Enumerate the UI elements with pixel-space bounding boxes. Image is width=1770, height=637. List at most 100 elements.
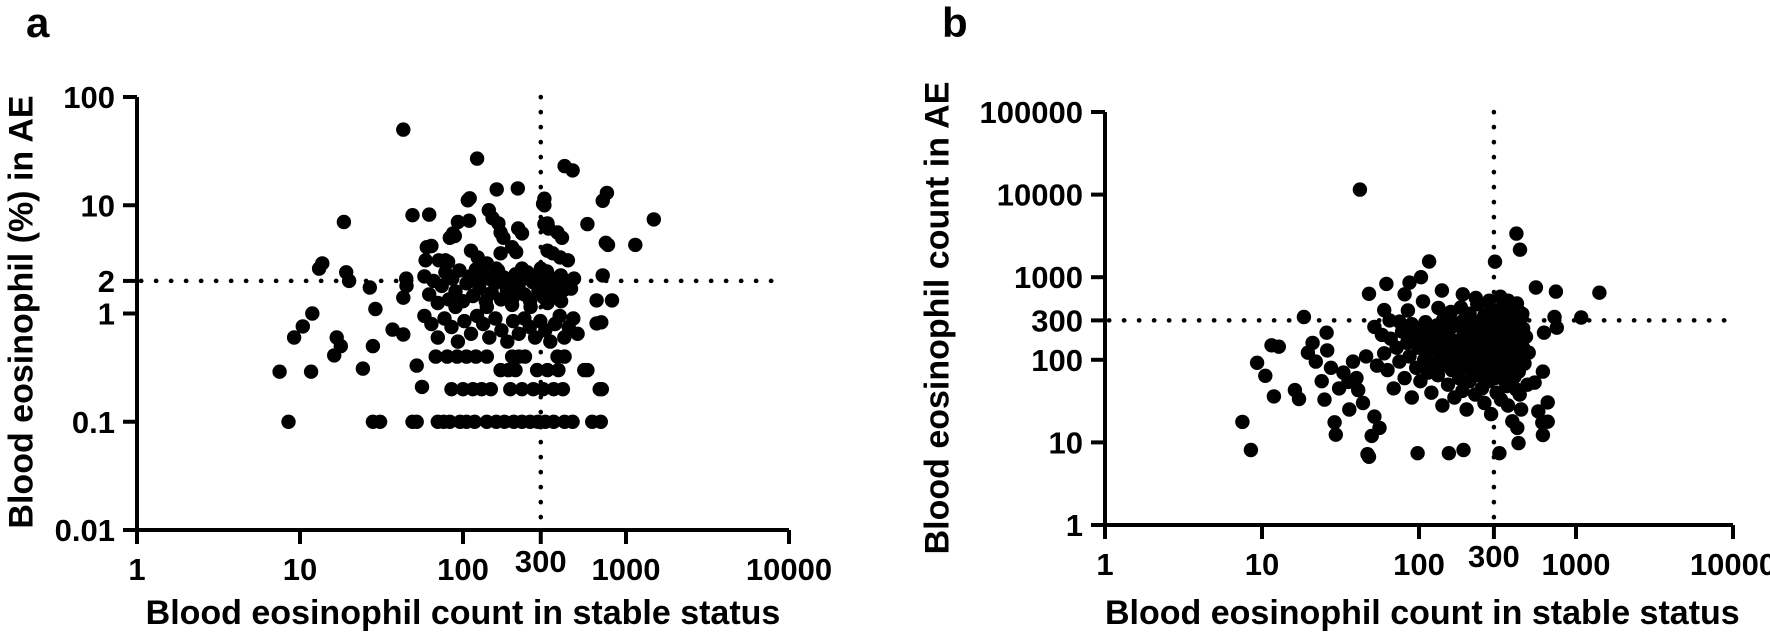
- panel-b-letter: b: [942, 0, 968, 46]
- data-point: [554, 230, 570, 245]
- y-tick-label: 0.1: [72, 405, 115, 440]
- y-axis-ticks: 100000 10000 1000 300 100 10 1: [980, 95, 1105, 543]
- data-point: [396, 122, 411, 137]
- data-point: [457, 313, 472, 329]
- data-point: [1515, 340, 1531, 355]
- x-tick-label: 10: [1245, 547, 1279, 582]
- x-tick-label: 1000: [592, 552, 661, 587]
- data-point: [372, 414, 388, 429]
- data-point: [529, 362, 545, 378]
- y-tick-label: 300: [1031, 303, 1083, 338]
- data-point: [1482, 293, 1497, 308]
- scatter-points: [1235, 182, 1607, 464]
- data-point: [1434, 283, 1450, 298]
- data-point: [281, 414, 296, 429]
- data-point: [1320, 343, 1335, 358]
- data-point: [479, 349, 494, 364]
- data-point: [565, 163, 580, 178]
- data-point: [448, 284, 463, 299]
- data-point: [1435, 398, 1450, 413]
- data-point: [1342, 402, 1357, 417]
- y-axis-ticks: 100 10 21 0.1 0.01: [55, 80, 137, 548]
- data-point: [1397, 287, 1412, 302]
- data-point: [1410, 446, 1425, 461]
- data-point: [430, 295, 445, 311]
- data-point: [514, 382, 530, 397]
- data-point: [589, 293, 604, 308]
- data-point: [455, 382, 471, 397]
- data-point: [1418, 315, 1433, 330]
- y-tick-label: 1: [98, 297, 115, 332]
- y-tick-label: 10: [1049, 425, 1083, 460]
- data-point: [1266, 389, 1282, 404]
- data-point: [503, 382, 518, 397]
- data-point: [448, 299, 463, 315]
- data-point: [593, 414, 608, 429]
- data-point: [1440, 377, 1456, 392]
- data-point: [535, 382, 551, 397]
- data-point: [468, 262, 484, 277]
- data-point: [1317, 392, 1332, 407]
- data-point: [595, 193, 610, 208]
- data-point: [570, 326, 585, 341]
- data-point: [1547, 309, 1562, 325]
- data-point: [1355, 395, 1371, 411]
- data-point: [566, 271, 582, 286]
- data-point: [327, 348, 342, 363]
- data-point: [1327, 415, 1342, 430]
- data-point: [1500, 398, 1516, 413]
- data-point: [509, 244, 524, 260]
- data-point: [409, 358, 424, 373]
- data-point: [1520, 377, 1535, 392]
- data-point: [1264, 338, 1279, 353]
- data-point: [444, 382, 459, 397]
- panel-a-letter: a: [26, 0, 50, 46]
- data-point: [1456, 442, 1471, 458]
- data-point: [468, 349, 484, 364]
- data-point: [1511, 435, 1526, 451]
- x-axis-ticks: 1 10 100 300 1000 10000: [1096, 525, 1770, 582]
- data-point: [385, 322, 400, 337]
- data-point: [1528, 280, 1544, 295]
- data-point: [440, 349, 455, 364]
- data-point: [535, 196, 551, 212]
- reference-lines: [138, 94, 784, 529]
- data-point: [409, 414, 424, 429]
- data-point: [1377, 346, 1392, 361]
- data-point: [1592, 285, 1607, 300]
- x-tick-label: 100: [437, 552, 489, 587]
- x-tick-label: 1: [1096, 547, 1113, 582]
- data-point: [1328, 427, 1344, 442]
- data-point: [463, 326, 479, 341]
- data-point: [1468, 290, 1484, 306]
- data-point: [303, 364, 319, 379]
- data-point: [553, 294, 569, 309]
- y-tick-label: 100: [63, 80, 115, 115]
- data-point: [1331, 381, 1347, 396]
- data-point: [1421, 254, 1437, 269]
- data-point: [540, 295, 555, 311]
- data-point: [1336, 365, 1351, 380]
- data-point: [553, 250, 568, 265]
- data-point: [1540, 395, 1555, 410]
- data-point: [1536, 325, 1552, 340]
- data-point: [551, 362, 566, 378]
- data-point: [405, 208, 420, 223]
- data-point: [504, 297, 520, 313]
- data-point: [1512, 387, 1527, 402]
- data-point: [595, 268, 610, 283]
- data-point: [482, 330, 497, 345]
- data-point: [1431, 300, 1446, 316]
- x-tick-label: 100: [1393, 547, 1445, 582]
- data-point: [450, 334, 466, 349]
- data-point: [493, 246, 508, 261]
- panel-a-x-axis-title: Blood eosinophil count in stable status: [145, 594, 781, 632]
- data-point: [461, 213, 477, 228]
- data-point: [1535, 415, 1550, 430]
- y-tick-label: 10: [81, 188, 115, 223]
- y-tick-label: 1: [1066, 508, 1083, 543]
- y-tick-label: 0.01: [55, 513, 115, 548]
- data-point: [1531, 404, 1546, 419]
- data-point: [1477, 395, 1492, 411]
